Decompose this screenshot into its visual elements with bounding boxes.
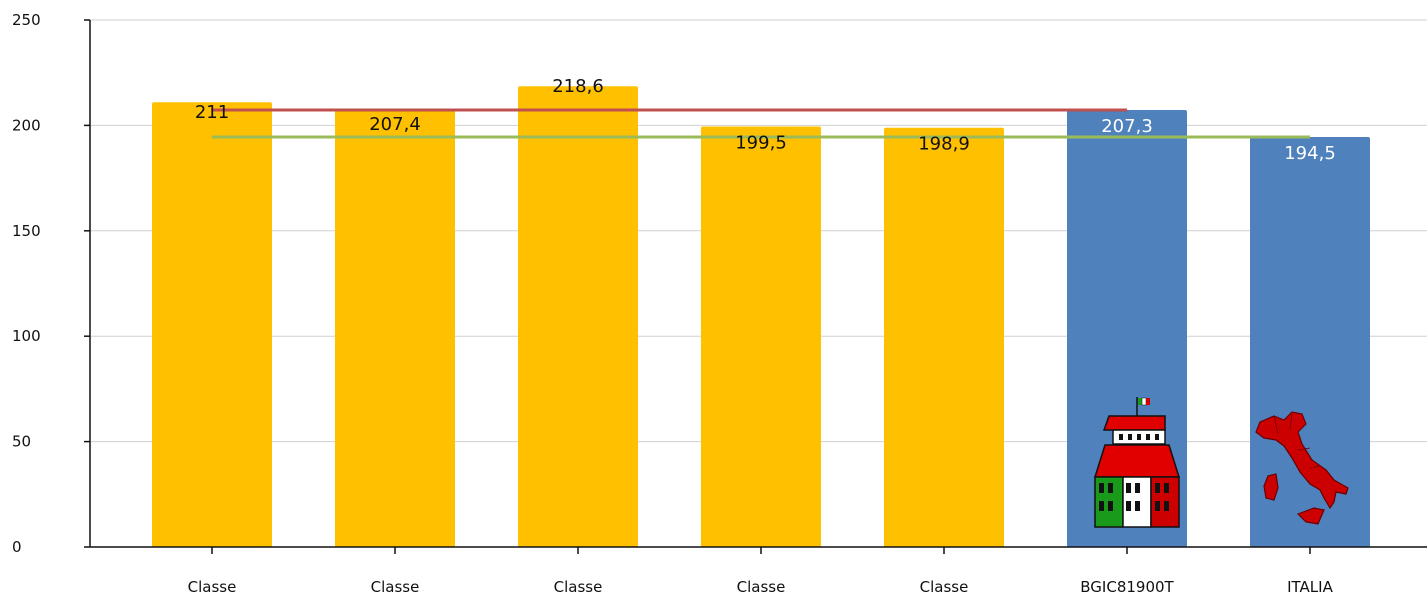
x-tick-label: Classe — [920, 578, 969, 595]
data-label: 198,9 — [918, 134, 970, 155]
bar — [335, 109, 455, 548]
data-label: 218,6 — [552, 76, 604, 97]
x-tick-label: Classe — [737, 578, 786, 595]
data-label: 194,5 — [1284, 143, 1336, 164]
y-tick-label: 100 — [12, 327, 41, 345]
x-tick-label: Classe — [371, 578, 420, 595]
school-building-icon — [1093, 397, 1181, 528]
y-tick-label: 200 — [12, 116, 41, 134]
bar — [701, 126, 821, 547]
bars — [152, 86, 1370, 548]
data-labels: 211 207,4 218,6 199,5 198,9 207,3 194,5 — [195, 76, 1336, 164]
y-tick-label: 250 — [12, 11, 41, 29]
italy-map-icon — [1255, 411, 1349, 525]
x-tick-label: BGIC81900T — [1080, 578, 1174, 595]
bar-icons — [1093, 397, 1349, 528]
bar — [518, 86, 638, 548]
bar — [1250, 136, 1370, 547]
x-tick-label: Classe — [554, 578, 603, 595]
y-tick-label: 0 — [12, 538, 22, 556]
x-tick-label: ITALIA — [1287, 578, 1333, 595]
reference-lines — [212, 108, 1310, 139]
data-label: 199,5 — [735, 132, 787, 153]
axes: 0 50 100 150 200 250 Classe Classe Classe Classe C… — [12, 11, 1427, 595]
x-tick-label: Classe — [188, 578, 237, 595]
data-label: 207,3 — [1101, 116, 1153, 137]
data-label: 211 — [195, 102, 229, 123]
data-label: 207,4 — [369, 114, 421, 135]
y-tick-label: 150 — [12, 222, 41, 240]
y-tick-label: 50 — [12, 433, 31, 451]
bar — [884, 127, 1004, 547]
bar — [152, 102, 272, 547]
